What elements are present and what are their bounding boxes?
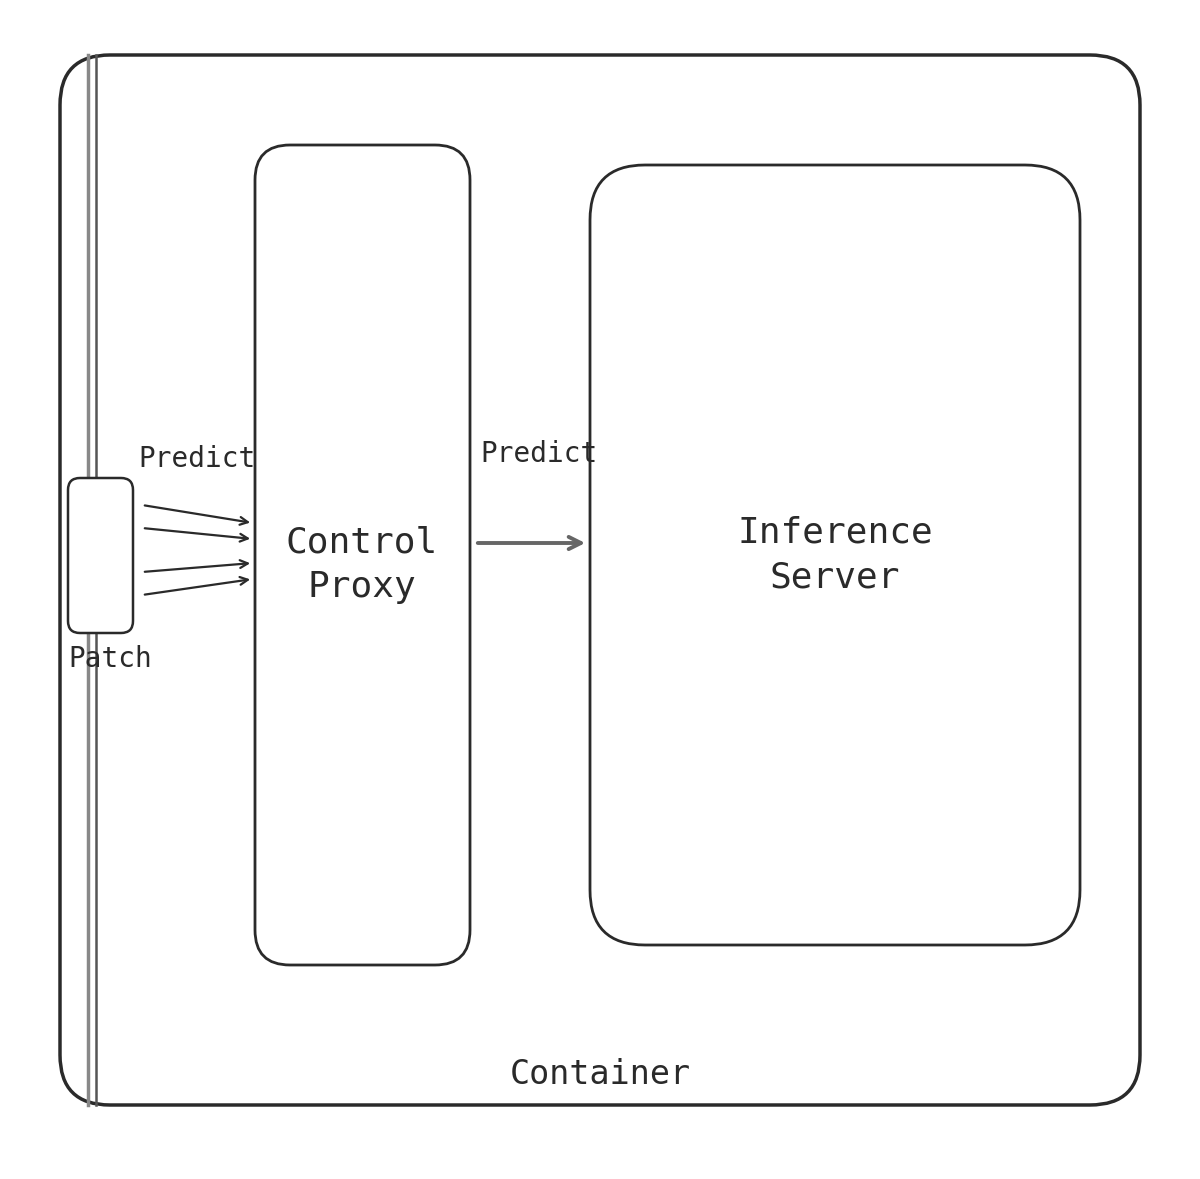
FancyBboxPatch shape — [590, 165, 1080, 946]
Text: Container: Container — [510, 1059, 690, 1092]
Text: Inference
Server: Inference Server — [737, 515, 932, 594]
FancyBboxPatch shape — [256, 145, 470, 964]
Text: Patch: Patch — [68, 645, 151, 673]
Text: Predict: Predict — [138, 444, 256, 473]
Text: Control
Proxy: Control Proxy — [286, 526, 438, 605]
FancyBboxPatch shape — [68, 477, 133, 633]
FancyBboxPatch shape — [60, 55, 1140, 1105]
Text: Predict: Predict — [480, 440, 598, 468]
